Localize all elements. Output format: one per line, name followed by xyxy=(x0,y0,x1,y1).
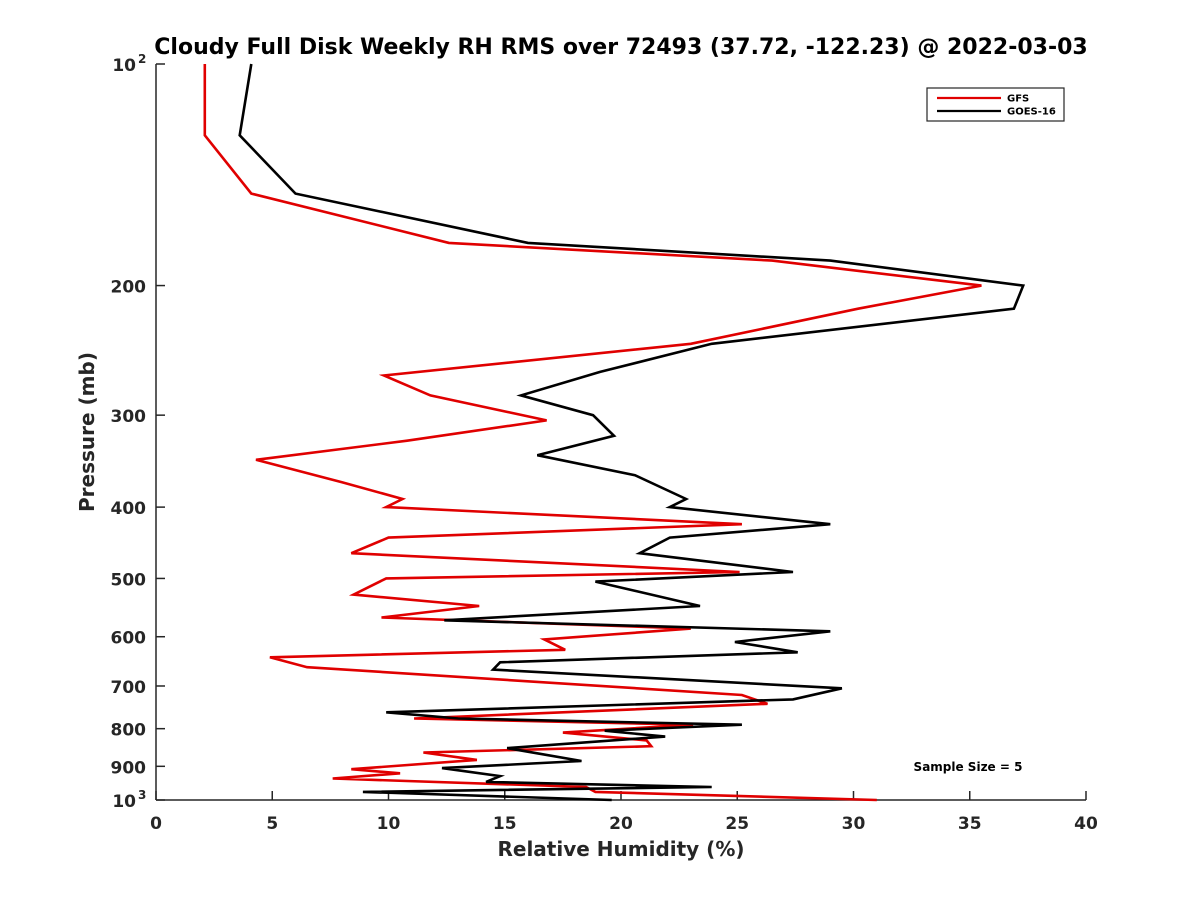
sample-size-annotation: Sample Size = 5 xyxy=(914,760,1023,774)
y-tick-label: 700 xyxy=(111,678,147,698)
y-tick-exponent: 3 xyxy=(138,788,146,802)
series-line-goes-16 xyxy=(238,63,1026,802)
legend-box xyxy=(926,87,1065,122)
y-tick-label: 400 xyxy=(111,499,147,519)
x-axis-label: Relative Humidity (%) xyxy=(497,837,744,861)
y-tick-label: 600 xyxy=(111,629,147,649)
axes xyxy=(155,64,1086,801)
y-tick-label: 800 xyxy=(111,721,147,741)
x-tick-label: 10 xyxy=(377,814,401,834)
series-line-gfs xyxy=(203,64,982,802)
y-axis-label: Pressure (mb) xyxy=(75,352,99,512)
y-tick-label: 10 xyxy=(112,56,136,76)
y-tick-label: 300 xyxy=(111,407,147,427)
chart-title: Cloudy Full Disk Weekly RH RMS over 7249… xyxy=(154,35,1087,60)
y-tick-exponent: 2 xyxy=(138,52,146,66)
x-tick-label: 35 xyxy=(958,814,982,834)
legend-label: GFS xyxy=(1007,94,1029,105)
legend-label: GOES-16 xyxy=(1007,107,1056,118)
x-tick-label: 25 xyxy=(725,814,749,834)
y-tick-label: 500 xyxy=(111,570,147,590)
legend: GFS GOES-16 xyxy=(926,87,1065,122)
x-tick-label: 5 xyxy=(266,814,278,834)
y-tick-label: 200 xyxy=(111,278,147,298)
series-layer xyxy=(203,63,1026,802)
x-tick-label: 15 xyxy=(493,814,517,834)
y-tick-label: 900 xyxy=(111,758,147,778)
x-tick-label: 20 xyxy=(609,814,633,834)
y-tick-label: 10 xyxy=(112,792,136,812)
x-tick-label: 0 xyxy=(150,814,162,834)
x-tick-label: 30 xyxy=(842,814,866,834)
x-tick-label: 40 xyxy=(1074,814,1098,834)
